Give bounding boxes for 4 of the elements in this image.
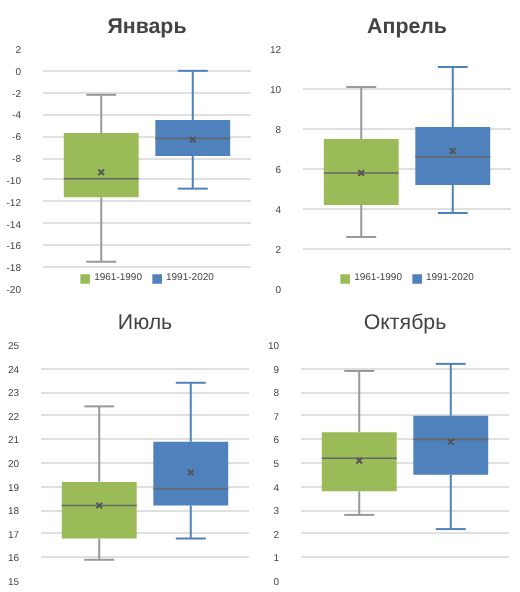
chart-title: Январь — [107, 15, 188, 39]
chart-title: Апрель — [367, 15, 448, 39]
chart-title: Октябрь — [363, 311, 448, 335]
chart-title: Июль — [117, 311, 174, 335]
